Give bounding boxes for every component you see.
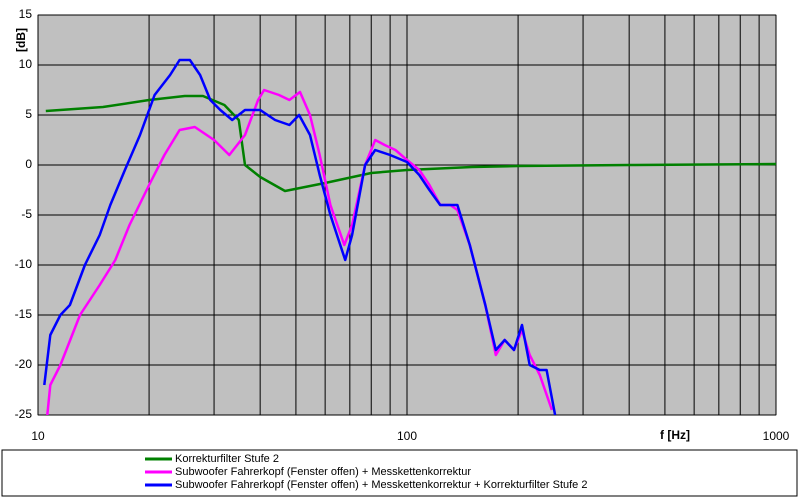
series-line	[43, 58, 557, 415]
y-tick-label: -5	[21, 207, 32, 221]
legend-label: Korrekturfilter Stufe 2	[175, 453, 279, 465]
y-tick-label: 0	[25, 157, 32, 171]
y-tick-label: -10	[15, 257, 33, 271]
legend-label: Subwoofer Fahrerkopf (Fenster offen) + M…	[175, 466, 471, 478]
series-line	[45, 94, 776, 193]
y-tick-label: 15	[19, 7, 33, 21]
y-tick-label: 10	[19, 57, 33, 71]
y-tick-label: -25	[15, 407, 33, 421]
x-tick-label: 100	[397, 429, 417, 443]
legend	[1, 449, 798, 497]
x-tick-label: 1000	[763, 429, 790, 443]
y-tick-label: -20	[15, 357, 33, 371]
legend-label: Subwoofer Fahrerkopf (Fenster offen) + M…	[175, 479, 587, 491]
y-axis-label: [dB]	[14, 28, 28, 52]
x-tick-label: 10	[31, 429, 45, 443]
x-axis-label: f [Hz]	[660, 428, 690, 442]
y-tick-label: 5	[25, 107, 32, 121]
y-tick-label: -15	[15, 307, 33, 321]
